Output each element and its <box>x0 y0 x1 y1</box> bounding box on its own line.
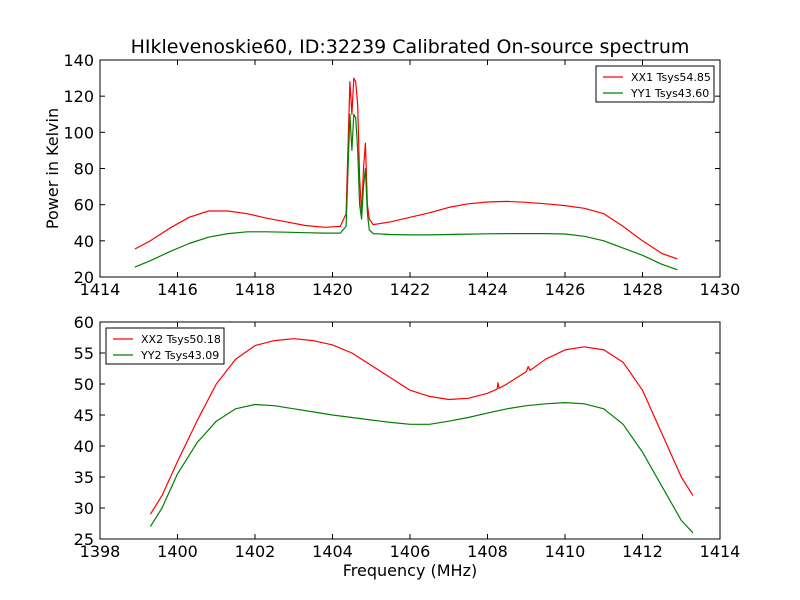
x-tick-label: 1424 <box>467 280 508 299</box>
x-tick-label: 1422 <box>390 280 431 299</box>
y-tick-label: 40 <box>74 232 94 251</box>
series-line-1 <box>149 338 694 515</box>
y-tick-label: 60 <box>74 196 94 215</box>
x-tick-label: 1404 <box>312 542 353 561</box>
y-tick-label: 100 <box>63 123 94 142</box>
y-tick-label: 50 <box>74 375 94 394</box>
y-tick-label: 55 <box>74 344 94 363</box>
series-line-2 <box>134 113 678 271</box>
y-tick-label: 20 <box>74 268 94 287</box>
y-tick-label: 80 <box>74 160 94 179</box>
y-axis-label: Power in Kelvin <box>43 108 62 229</box>
legend-box <box>105 327 225 365</box>
x-tick-label: 1414 <box>700 542 741 561</box>
x-tick-label: 1416 <box>157 280 198 299</box>
bottom-chart: Frequency (MHz) 1398 1400 1402 1404 1406 1408… <box>74 313 741 580</box>
bottom-legend: XX2 Tsys50.18 YY2 Tsys43.09 <box>105 327 225 365</box>
x-tick-label: 1402 <box>235 542 276 561</box>
x-tick-label: 1420 <box>312 280 353 299</box>
top-chart: HIklevenoskie60, ID:32239 Calibrated On-… <box>43 36 740 299</box>
x-tick-label: 1426 <box>545 280 586 299</box>
top-legend: XX1 Tsys54.85 YY1 Tsys43.60 <box>595 65 715 103</box>
series-line-2 <box>149 402 694 534</box>
x-tick-label: 1430 <box>700 280 741 299</box>
x-tick-label: 1400 <box>157 542 198 561</box>
x-axis-label: Frequency (MHz) <box>343 561 477 580</box>
y-tick-label: 35 <box>74 468 94 487</box>
legend-entry: XX2 Tsys50.18 <box>141 333 221 346</box>
x-tick-label: 1414 <box>80 280 121 299</box>
x-tick-label: 1408 <box>467 542 508 561</box>
legend-entry: XX1 Tsys54.85 <box>631 71 711 84</box>
y-tick-label: 40 <box>74 437 94 456</box>
y-tick-label: 45 <box>74 406 94 425</box>
y-tick-label: 25 <box>74 530 94 549</box>
legend-box <box>595 65 715 103</box>
y-tick-label: 120 <box>63 87 94 106</box>
x-tick-label: 1398 <box>80 542 121 561</box>
x-tick-label: 1412 <box>622 542 663 561</box>
legend-entry: YY1 Tsys43.60 <box>630 87 709 100</box>
x-tick-label: 1418 <box>235 280 276 299</box>
chart-title: HIklevenoskie60, ID:32239 Calibrated On-… <box>131 36 690 58</box>
y-tick-label: 60 <box>74 313 94 332</box>
x-tick-label: 1406 <box>390 542 431 561</box>
y-tick-label: 140 <box>63 51 94 70</box>
legend-entry: YY2 Tsys43.09 <box>140 349 219 362</box>
x-tick-label: 1428 <box>622 280 663 299</box>
x-tick-label: 1410 <box>545 542 586 561</box>
y-tick-label: 30 <box>74 499 94 518</box>
series-line-1 <box>134 77 678 260</box>
